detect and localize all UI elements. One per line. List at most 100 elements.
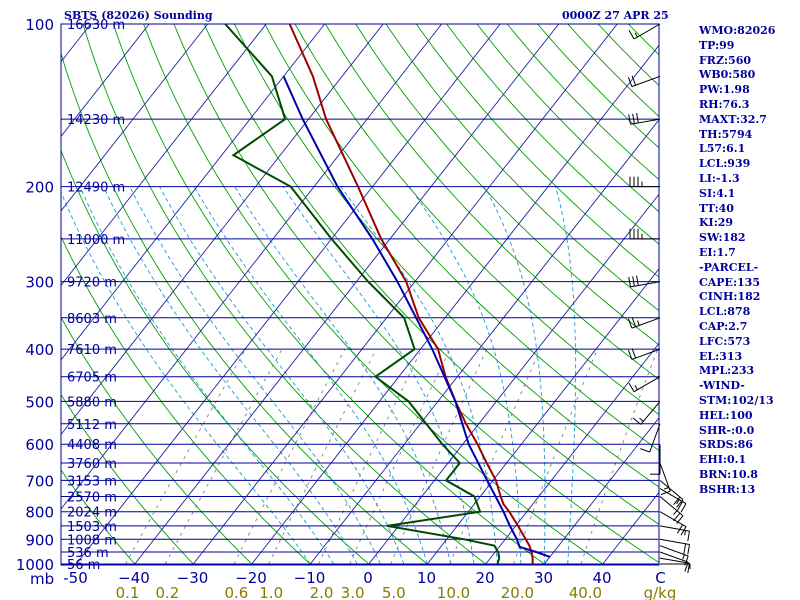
index-item: FRZ:560 bbox=[699, 53, 752, 67]
wind-barb-flag bbox=[636, 113, 639, 123]
mixing-ratio-line bbox=[233, 348, 346, 565]
index-item: MPL:233 bbox=[699, 364, 755, 378]
temperature-tick-label: 40 bbox=[592, 569, 611, 587]
wind-barb-staff bbox=[631, 348, 661, 360]
wind-barb-half-flag bbox=[639, 417, 644, 422]
height-label: 7610 m bbox=[67, 343, 117, 358]
wind-barb bbox=[632, 401, 661, 425]
wind-barb-flag bbox=[627, 77, 633, 87]
isotherm bbox=[484, 342, 659, 565]
wind-barb-flag bbox=[628, 30, 635, 40]
height-label: 1503 m bbox=[67, 520, 117, 535]
wind-barb-flag bbox=[640, 448, 650, 453]
isotherms bbox=[61, 24, 659, 565]
dry-adiabat bbox=[143, 24, 604, 565]
mixing-ratio-line bbox=[390, 348, 488, 565]
dry-adiabat bbox=[173, 24, 659, 564]
height-label: 6705 m bbox=[67, 371, 117, 386]
wind-barbs bbox=[627, 23, 691, 574]
height-label: 11000 m bbox=[67, 233, 125, 248]
isotherm bbox=[61, 24, 443, 510]
wind-barb-half-flag bbox=[664, 486, 670, 490]
mixing-ratio-tick-label: 0.2 bbox=[155, 584, 179, 600]
wind-barb-flag bbox=[676, 499, 684, 508]
wind-barb-flag bbox=[631, 348, 637, 359]
index-item: SRDS:86 bbox=[699, 438, 753, 452]
moist-adiabat bbox=[555, 186, 577, 565]
wind-barb-flag bbox=[677, 501, 683, 511]
wind-barb-flag bbox=[673, 512, 681, 522]
wind-barb-flag bbox=[631, 75, 637, 86]
index-item: STM:102/13 bbox=[699, 393, 774, 407]
wind-barb-staff bbox=[659, 525, 690, 532]
mixing-ratio-tick-label: 20.0 bbox=[501, 584, 534, 600]
index-item: WB0:580 bbox=[699, 68, 756, 82]
height-label: 536 m bbox=[67, 546, 109, 561]
pressure-label: 600 bbox=[25, 436, 54, 454]
wind-barb bbox=[659, 538, 690, 555]
moist-adiabats bbox=[61, 186, 577, 565]
moist-adiabat bbox=[193, 186, 428, 565]
height-label: 5880 m bbox=[67, 395, 117, 410]
wind-barb bbox=[659, 545, 689, 566]
parcel-line bbox=[282, 75, 551, 558]
dry-adiabat bbox=[780, 24, 800, 564]
wind-barb bbox=[629, 176, 660, 188]
wind-barb-flag bbox=[628, 114, 631, 125]
wind-barb bbox=[640, 423, 661, 453]
wind-barb-half-flag bbox=[684, 530, 687, 536]
height-label: 56 m bbox=[67, 558, 100, 573]
index-item: CAP:2.7 bbox=[699, 319, 748, 333]
mixing-ratio-tick-label: 0.6 bbox=[224, 584, 248, 600]
index-item: CINH:182 bbox=[699, 290, 761, 304]
dry-adiabat bbox=[234, 24, 659, 488]
pressure-label: 200 bbox=[25, 179, 54, 197]
temperature-line bbox=[288, 24, 534, 564]
index-item: EHI:0.1 bbox=[699, 453, 747, 467]
mixing-ratio-line bbox=[164, 348, 283, 565]
pressure-label: 400 bbox=[25, 341, 54, 359]
isotherm bbox=[543, 417, 659, 565]
pressure-label: 900 bbox=[25, 531, 54, 549]
isotherm bbox=[61, 24, 209, 212]
pressure-labels: 100 200 300 400 500 600 700 800 900 1000 bbox=[16, 16, 54, 574]
wind-barb bbox=[659, 557, 690, 574]
isotherm bbox=[250, 44, 659, 565]
wind-barb-flag bbox=[680, 503, 687, 513]
mixing-ratio-line bbox=[580, 348, 659, 565]
wind-barb-staff bbox=[633, 376, 661, 393]
index-item: -PARCEL- bbox=[699, 260, 759, 274]
moist-adiabat bbox=[282, 186, 475, 565]
temperature-tick-label: −10 bbox=[294, 569, 326, 587]
wind-barb-flag bbox=[687, 563, 690, 574]
temperature-tick-label: −20 bbox=[235, 569, 267, 587]
pressure-label: 100 bbox=[25, 16, 54, 34]
wind-barb-flag bbox=[628, 382, 635, 392]
index-item: SI:4.1 bbox=[699, 186, 736, 200]
wind-barb-staff bbox=[659, 511, 687, 528]
wind-barb bbox=[627, 317, 661, 329]
height-label: 5112 m bbox=[67, 418, 117, 433]
temperature-tick-label: 20 bbox=[475, 569, 494, 587]
profiles bbox=[224, 24, 551, 565]
height-label: 3760 m bbox=[67, 457, 117, 472]
wind-barb-flag bbox=[687, 531, 690, 541]
moist-adiabat bbox=[102, 186, 358, 565]
wind-barb-staff bbox=[633, 23, 661, 40]
index-item: HEL:100 bbox=[699, 408, 753, 422]
wind-barb-flag bbox=[636, 275, 639, 286]
wind-barb bbox=[659, 462, 671, 496]
temperature-tick-label: 10 bbox=[417, 569, 436, 587]
isotherm bbox=[61, 24, 384, 436]
mixing-ratio-tick-labels: 0.1 0.2 0.6 1.0 2.0 3.0 5.0 10.0 20.0 40.0 g/kg bbox=[116, 584, 677, 600]
isotherm bbox=[61, 24, 326, 361]
isotherm bbox=[426, 268, 659, 565]
wind-barb bbox=[628, 113, 661, 125]
height-label: 14230 m bbox=[67, 113, 125, 128]
chart-title: SBTS (82026) Sounding bbox=[64, 9, 213, 22]
index-item: LCL:878 bbox=[699, 305, 751, 319]
wind-barb-half-flag bbox=[676, 499, 680, 505]
wind-barb-half-flag bbox=[634, 32, 638, 38]
wind-barb-flag bbox=[683, 543, 687, 554]
mixing-ratio-line bbox=[449, 348, 541, 565]
